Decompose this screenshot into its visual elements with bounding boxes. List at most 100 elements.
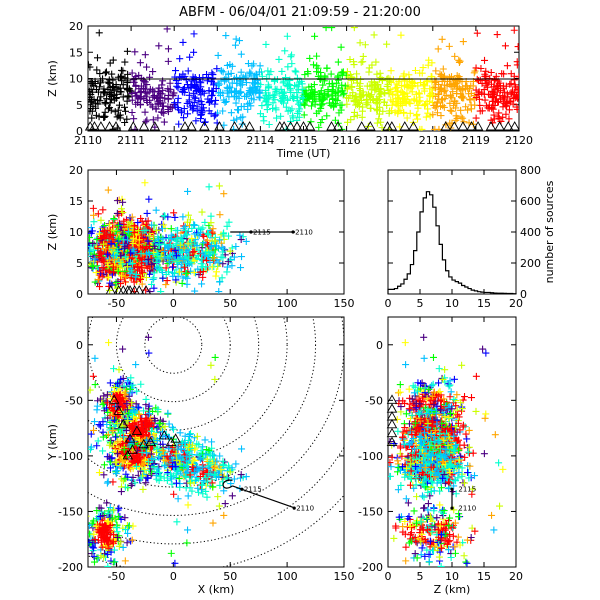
source-marker [204, 229, 212, 237]
source-marker [88, 224, 95, 232]
source-marker [415, 386, 423, 394]
source-marker [214, 80, 222, 88]
source-marker [232, 35, 240, 43]
x-tick-label: 15 [477, 570, 491, 583]
source-marker [435, 392, 443, 400]
histogram-bar [417, 232, 420, 294]
source-marker [200, 89, 208, 97]
source-marker [293, 97, 301, 105]
source-marker [399, 397, 407, 405]
source-marker [152, 472, 160, 480]
source-marker [338, 81, 346, 89]
source-marker [178, 107, 186, 115]
source-marker [164, 45, 172, 53]
source-marker [130, 248, 138, 256]
source-marker [105, 267, 113, 275]
source-marker [504, 93, 512, 101]
source-marker [392, 95, 400, 103]
source-marker [139, 244, 147, 252]
source-marker [172, 77, 180, 85]
ground-station-marker [502, 121, 514, 131]
source-marker [115, 532, 123, 540]
source-marker [361, 41, 369, 49]
source-marker [218, 274, 226, 282]
source-marker [113, 450, 121, 458]
source-marker [152, 105, 160, 113]
source-marker [128, 69, 136, 77]
source-marker [123, 84, 131, 92]
source-marker [182, 473, 190, 481]
source-marker [159, 86, 167, 94]
range-ring [115, 317, 231, 403]
y-tick-label: 200 [520, 257, 541, 270]
source-marker [191, 287, 199, 294]
source-marker [144, 255, 152, 263]
source-marker [357, 58, 365, 66]
source-marker [273, 114, 281, 122]
source-marker [112, 458, 120, 466]
source-marker [235, 37, 243, 45]
source-marker [385, 109, 393, 117]
source-marker [437, 112, 445, 120]
histogram-bar [503, 293, 506, 294]
source-marker [145, 458, 153, 466]
source-marker [100, 553, 108, 561]
source-marker [171, 213, 179, 221]
source-marker [104, 186, 112, 194]
source-marker [127, 274, 135, 282]
source-marker [207, 92, 215, 100]
source-marker [168, 423, 176, 431]
source-marker [439, 102, 447, 110]
source-marker [180, 114, 188, 122]
source-marker [92, 111, 100, 119]
x-tick-label: 10 [445, 570, 459, 583]
source-marker [137, 250, 145, 258]
y-axis-label: Z (km) [46, 60, 59, 97]
source-marker [244, 100, 252, 108]
source-marker [114, 73, 122, 81]
source-marker [216, 278, 224, 286]
source-marker [502, 110, 510, 118]
source-marker [286, 86, 294, 94]
source-marker [91, 381, 99, 389]
source-marker [172, 463, 180, 471]
x-z-sources [88, 179, 250, 294]
source-marker [406, 406, 414, 414]
source-marker [114, 222, 122, 230]
ground-station-marker [509, 121, 520, 131]
ground-station-marker [304, 121, 316, 131]
source-marker [199, 273, 207, 281]
source-marker [102, 100, 110, 108]
y-tick-label: 0 [76, 339, 83, 352]
source-marker [489, 97, 497, 105]
source-marker [150, 88, 158, 96]
histogram-bar [433, 207, 436, 294]
source-marker [293, 109, 301, 117]
source-marker [177, 233, 185, 241]
source-marker [412, 112, 420, 120]
source-marker [121, 243, 129, 251]
source-marker [103, 499, 111, 507]
source-marker [412, 90, 420, 98]
source-marker [491, 101, 499, 109]
source-marker [109, 478, 117, 486]
source-marker [212, 111, 220, 119]
source-marker [450, 375, 458, 383]
source-marker [100, 392, 108, 400]
source-marker [367, 104, 375, 112]
source-marker [112, 433, 120, 441]
source-marker [123, 263, 131, 271]
source-marker [164, 409, 172, 417]
source-marker [403, 114, 411, 122]
source-marker [204, 95, 212, 103]
source-marker [132, 273, 140, 281]
source-marker [438, 35, 446, 43]
source-marker [204, 478, 212, 486]
source-marker [445, 73, 453, 81]
source-marker [119, 456, 127, 464]
source-marker [406, 109, 414, 117]
source-marker [134, 225, 142, 233]
source-marker [416, 79, 424, 87]
source-marker [189, 102, 197, 110]
source-marker [109, 84, 117, 92]
